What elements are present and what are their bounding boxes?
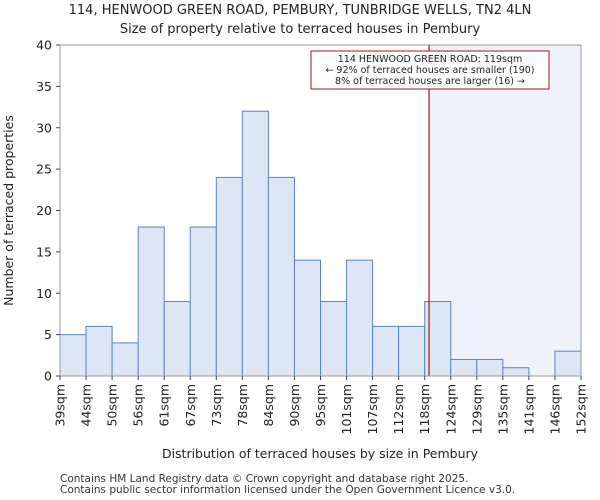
x-tick-label: 73sqm [209,384,224,427]
bar [189,226,217,377]
x-tick-label: 141sqm [521,384,536,434]
x-tick-label: 78sqm [235,384,250,427]
x-tick-label: 61sqm [157,384,172,427]
bar [476,358,504,377]
chart-subtitle: Size of property relative to terraced ho… [119,22,481,37]
bar [85,325,113,377]
annotation-line-3: 8% of terraced houses are larger (16) → [335,76,525,87]
bar [241,110,269,377]
bar [502,367,530,377]
y-tick-label: 25 [36,162,52,177]
x-tick-label: 67sqm [183,384,198,427]
footer-line-1: Contains HM Land Registry data © Crown c… [60,473,469,485]
marker-annotation: 114 HENWOOD GREEN ROAD: 119sqm ← 92% of … [310,50,550,90]
bar [398,325,426,377]
y-tick-label: 40 [36,38,52,53]
bar [163,301,191,377]
x-tick-label: 146sqm [547,384,562,434]
bar [372,325,400,377]
chart-title: 114, HENWOOD GREEN ROAD, PEMBURY, TUNBRI… [68,3,532,18]
bar [320,301,348,377]
bar [137,226,165,377]
annotation-line-1: 114 HENWOOD GREEN ROAD: 119sqm [338,54,523,65]
x-tick-label: 39sqm [53,384,68,427]
y-tick-label: 10 [36,286,52,301]
bar [293,259,322,377]
x-tick-label: 90sqm [287,384,302,427]
bar [267,176,295,377]
bar [450,358,478,377]
x-tick-label: 112sqm [391,384,406,434]
annotation-line-2: ← 92% of terraced houses are smaller (19… [325,65,534,76]
x-tick-label: 118sqm [417,384,432,434]
x-tick-label: 44sqm [79,384,94,427]
highlight-region [429,45,581,376]
x-tick-label: 129sqm [469,384,484,434]
y-tick-label: 5 [44,327,52,342]
x-tick-label: 56sqm [131,384,146,427]
y-tick-label: 30 [36,120,52,135]
x-axis-label: Distribution of terraced houses by size … [162,446,479,461]
bar [554,350,582,377]
bar [111,342,139,377]
x-tick-label: 84sqm [261,384,276,427]
annotation-box [310,50,550,90]
y-tick-label: 35 [36,79,52,94]
x-tick-label: 50sqm [105,384,120,427]
x-tick-label: 124sqm [443,384,458,434]
x-tick-label: 135sqm [495,384,510,434]
x-tick-label: 152sqm [574,384,589,434]
y-tick-label: 15 [36,244,52,259]
x-tick-label: 101sqm [339,384,354,434]
y-tick-label: 20 [36,203,52,218]
x-tick-label: 95sqm [313,384,328,427]
x-tick-label: 107sqm [365,384,380,434]
bar [346,259,374,377]
bar [59,334,87,377]
y-axis-label: Number of terraced properties [1,115,16,306]
footer-line-2: Contains public sector information licen… [60,484,516,496]
bar [215,176,243,377]
y-tick-label: 0 [44,369,52,384]
